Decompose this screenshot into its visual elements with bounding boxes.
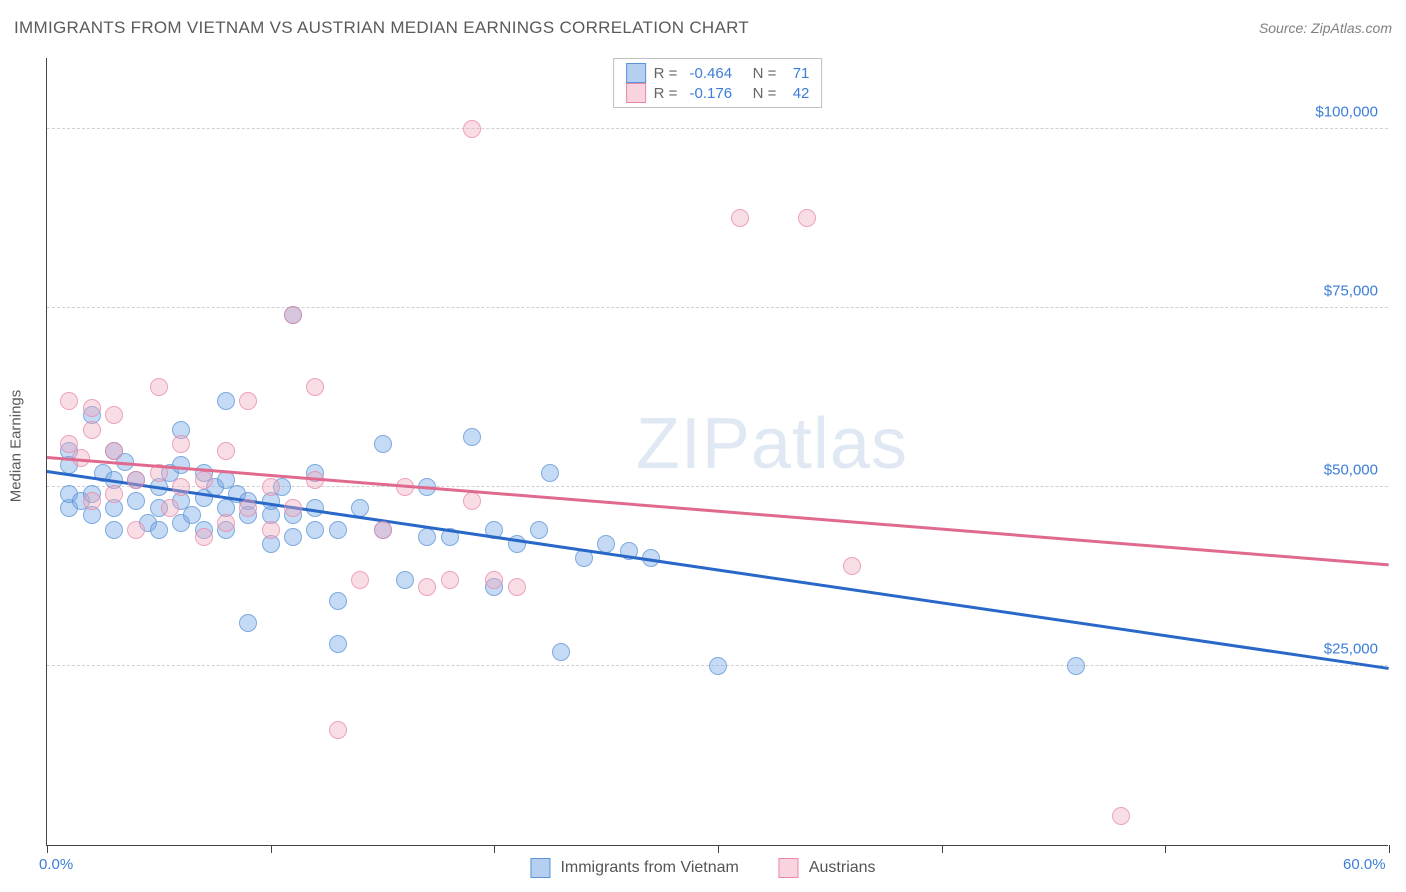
- data-point: [217, 442, 235, 460]
- x-tick-label: 60.0%: [1343, 856, 1386, 873]
- chart-title: IMMIGRANTS FROM VIETNAM VS AUSTRIAN MEDI…: [14, 18, 749, 38]
- x-tick: [494, 845, 495, 853]
- data-point: [172, 478, 190, 496]
- data-point: [105, 521, 123, 539]
- x-tick: [47, 845, 48, 853]
- data-point: [374, 435, 392, 453]
- data-point: [541, 464, 559, 482]
- data-point: [485, 571, 503, 589]
- stat-n-label: N =: [740, 65, 780, 82]
- legend-swatch-icon: [626, 63, 646, 83]
- data-point: [731, 209, 749, 227]
- data-point: [508, 578, 526, 596]
- legend-swatch-icon: [779, 858, 799, 878]
- data-point: [262, 521, 280, 539]
- legend-label: Austrians: [809, 859, 876, 877]
- data-point: [396, 571, 414, 589]
- stat-r-label: R =: [654, 85, 682, 102]
- legend-swatch-icon: [626, 83, 646, 103]
- data-point: [60, 392, 78, 410]
- data-point: [217, 514, 235, 532]
- watermark: ZIPatlas: [636, 402, 908, 484]
- data-point: [83, 421, 101, 439]
- data-point: [284, 499, 302, 517]
- data-point: [530, 521, 548, 539]
- data-point: [1067, 657, 1085, 675]
- data-point: [306, 521, 324, 539]
- data-point: [83, 492, 101, 510]
- legend-swatch-icon: [530, 858, 550, 878]
- data-point: [329, 592, 347, 610]
- gridline: [47, 128, 1388, 129]
- stat-n-label: N =: [740, 85, 780, 102]
- data-point: [798, 209, 816, 227]
- stats-row: R = -0.464 N = 71: [626, 63, 810, 83]
- stat-r-value: -0.176: [690, 85, 733, 102]
- data-point: [195, 471, 213, 489]
- legend-item: Immigrants from Vietnam: [530, 858, 738, 878]
- data-point: [351, 571, 369, 589]
- stat-n-value: 71: [789, 65, 810, 82]
- data-point: [1112, 807, 1130, 825]
- stat-r-label: R =: [654, 65, 682, 82]
- data-point: [329, 635, 347, 653]
- x-tick: [718, 845, 719, 853]
- data-point: [329, 521, 347, 539]
- data-point: [463, 492, 481, 510]
- stat-n-value: 42: [789, 85, 810, 102]
- data-point: [441, 571, 459, 589]
- data-point: [161, 499, 179, 517]
- data-point: [105, 406, 123, 424]
- data-point: [262, 478, 280, 496]
- data-point: [329, 721, 347, 739]
- legend-bottom: Immigrants from Vietnam Austrians: [530, 858, 875, 878]
- x-tick-label: 0.0%: [39, 856, 73, 873]
- stats-row: R = -0.176 N = 42: [626, 83, 810, 103]
- x-tick: [1165, 845, 1166, 853]
- data-point: [127, 471, 145, 489]
- x-tick: [942, 845, 943, 853]
- data-point: [83, 399, 101, 417]
- data-point: [150, 521, 168, 539]
- legend-item: Austrians: [779, 858, 876, 878]
- gridline: [47, 307, 1388, 308]
- data-point: [418, 578, 436, 596]
- x-tick: [271, 845, 272, 853]
- data-point: [105, 485, 123, 503]
- data-point: [374, 521, 392, 539]
- data-point: [150, 378, 168, 396]
- gridline: [47, 486, 1388, 487]
- data-point: [127, 492, 145, 510]
- data-point: [195, 528, 213, 546]
- data-point: [217, 392, 235, 410]
- data-point: [306, 378, 324, 396]
- data-point: [843, 557, 861, 575]
- y-tick-label: $100,000: [1315, 103, 1378, 120]
- data-point: [463, 120, 481, 138]
- y-tick-label: $25,000: [1324, 640, 1378, 657]
- legend-label: Immigrants from Vietnam: [560, 859, 738, 877]
- data-point: [239, 499, 257, 517]
- y-axis-label: Median Earnings: [8, 390, 25, 503]
- x-tick: [1389, 845, 1390, 853]
- data-point: [552, 643, 570, 661]
- data-point: [284, 528, 302, 546]
- stat-r-value: -0.464: [690, 65, 733, 82]
- data-point: [463, 428, 481, 446]
- stats-legend-box: R = -0.464 N = 71R = -0.176 N = 42: [613, 58, 823, 108]
- data-point: [239, 392, 257, 410]
- chart-source: Source: ZipAtlas.com: [1259, 20, 1392, 36]
- y-tick-label: $50,000: [1324, 461, 1378, 478]
- data-point: [105, 442, 123, 460]
- data-point: [418, 528, 436, 546]
- data-point: [284, 306, 302, 324]
- data-point: [172, 435, 190, 453]
- data-point: [127, 521, 145, 539]
- plot-area: ZIPatlas R = -0.464 N = 71R = -0.176 N =…: [46, 58, 1388, 846]
- data-point: [239, 614, 257, 632]
- data-point: [709, 657, 727, 675]
- y-tick-label: $75,000: [1324, 282, 1378, 299]
